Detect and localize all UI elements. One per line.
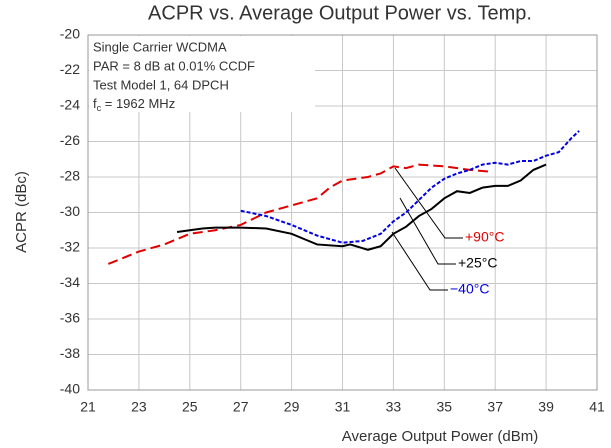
y-tick-label: -40 (60, 381, 80, 397)
y-tick-label: -22 (60, 61, 80, 77)
x-tick-label: 29 (284, 399, 300, 415)
series-label: +90°C (465, 229, 504, 245)
y-tick-label: -24 (60, 97, 80, 113)
annotation-part: = 1962 MHz (101, 96, 175, 111)
x-tick-label: 27 (233, 399, 249, 415)
x-tick-label: 21 (80, 399, 96, 415)
annotation-part: c (97, 103, 102, 113)
chart-title: ACPR vs. Average Output Power vs. Temp. (148, 2, 532, 24)
series-label: −40°C (450, 281, 489, 297)
x-tick-label: 25 (182, 399, 198, 415)
annotation-line: PAR = 8 dB at 0.01% CCDF (93, 58, 255, 73)
y-tick-label: -36 (60, 310, 80, 326)
plot-border (87, 34, 598, 391)
x-axis-label: Average Output Power (dBm) (342, 428, 538, 445)
y-tick-label: -26 (60, 132, 80, 148)
x-tick-label: 33 (386, 399, 402, 415)
y-tick-label: -38 (60, 345, 80, 361)
y-tick-label: -28 (60, 168, 80, 184)
x-tick-label: 31 (335, 399, 351, 415)
series-line (240, 130, 580, 244)
annotation-line: Test Model 1, 64 DPCH (93, 77, 229, 92)
leader-line (394, 167, 463, 239)
y-axis-label: ACPR (dBc) (13, 171, 30, 253)
leader-line (391, 231, 448, 291)
x-tick-label: 23 (131, 399, 147, 415)
annotation-line: Single Carrier WCDMA (93, 39, 227, 54)
y-tick-label: -30 (60, 203, 80, 219)
annotation-box (89, 36, 315, 112)
x-tick-label: 41 (589, 399, 605, 415)
y-tick-label: -32 (60, 239, 80, 255)
leader-line (399, 197, 456, 265)
y-tick-label: -34 (60, 274, 80, 290)
x-tick-label: 39 (538, 399, 554, 415)
series-label: +25°C (458, 255, 497, 271)
annotation-line: fc = 1962 MHz (93, 96, 175, 113)
x-tick-label: 37 (487, 399, 503, 415)
series-line (107, 163, 491, 265)
x-tick-label: 35 (437, 399, 453, 415)
y-tick-label: -20 (60, 26, 80, 42)
annotation-part: f (93, 96, 97, 111)
